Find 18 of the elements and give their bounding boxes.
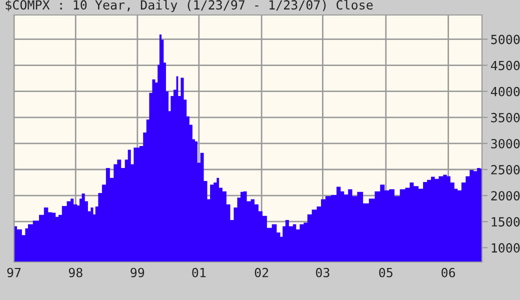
x-tick-label: 03 <box>316 268 330 278</box>
y-tick-label: 4500 <box>490 60 520 70</box>
y-tick-label: 3500 <box>491 112 520 122</box>
y-tick-label: 1500 <box>492 217 520 227</box>
x-tick-label: 02 <box>254 268 268 278</box>
y-tick-label: 3000 <box>491 138 520 148</box>
x-tick-label: 98 <box>68 268 82 278</box>
y-tick-label: 2500 <box>491 165 520 174</box>
chart-title: $COMPX : 10 Year, Daily (1/23/97 - 1/23/07) Close <box>6 0 373 12</box>
y-tick-label: 1000 <box>492 243 520 253</box>
y-tick-label: 4000 <box>490 86 520 96</box>
x-tick-label: 05 <box>379 268 392 278</box>
y-tick-label: 2000 <box>491 191 520 201</box>
x-tick-label: 99 <box>130 268 144 278</box>
x-tick-label: 01 <box>192 268 206 278</box>
x-tick-label: 06 <box>442 268 456 278</box>
x-tick-label: 97 <box>7 268 21 278</box>
y-tick-label: 5000 <box>491 34 520 44</box>
